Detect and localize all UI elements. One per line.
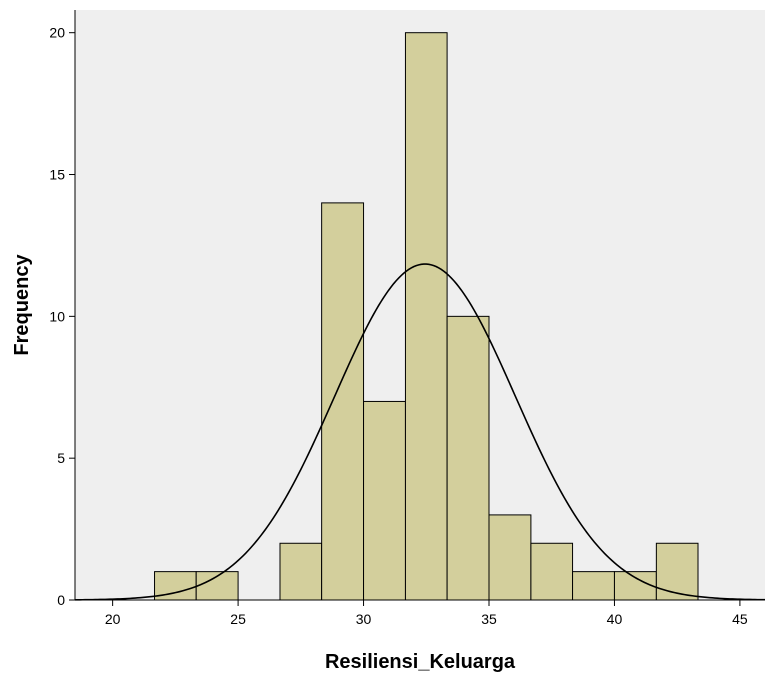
y-tick-label: 20: [49, 25, 65, 41]
y-axis-title: Frequency: [11, 254, 33, 356]
x-tick-label: 20: [105, 611, 121, 627]
histogram-bar: [279, 542, 323, 601]
x-tick-label: 45: [732, 611, 748, 627]
x-tick-label: 40: [607, 611, 623, 627]
histogram-bar: [530, 542, 574, 601]
histogram-bar: [613, 571, 657, 601]
y-tick-label: 0: [57, 592, 65, 608]
x-tick-label: 25: [230, 611, 246, 627]
histogram-bars: [154, 32, 699, 601]
histogram-bar: [655, 542, 699, 601]
y-axis-ticks: 0 5 10 15 20: [49, 25, 75, 608]
x-tick-label: 35: [481, 611, 497, 627]
normal-distribution-curve: [74, 263, 765, 601]
histogram-bar: [572, 571, 615, 601]
y-tick-label: 15: [49, 167, 65, 183]
histogram-bar: [404, 32, 448, 601]
histogram-bar: [363, 400, 406, 601]
y-tick-label: 5: [57, 450, 65, 466]
histogram-bar: [446, 315, 490, 601]
x-axis-title: Resiliensi_Keluarga: [325, 651, 516, 673]
x-tick-label: 30: [356, 611, 372, 627]
axes: [74, 10, 765, 601]
histogram-bar: [321, 202, 365, 601]
x-axis-ticks: 20 25 30 35 40 45: [105, 600, 748, 627]
histogram-bar: [488, 514, 532, 601]
y-tick-label: 10: [49, 308, 65, 324]
